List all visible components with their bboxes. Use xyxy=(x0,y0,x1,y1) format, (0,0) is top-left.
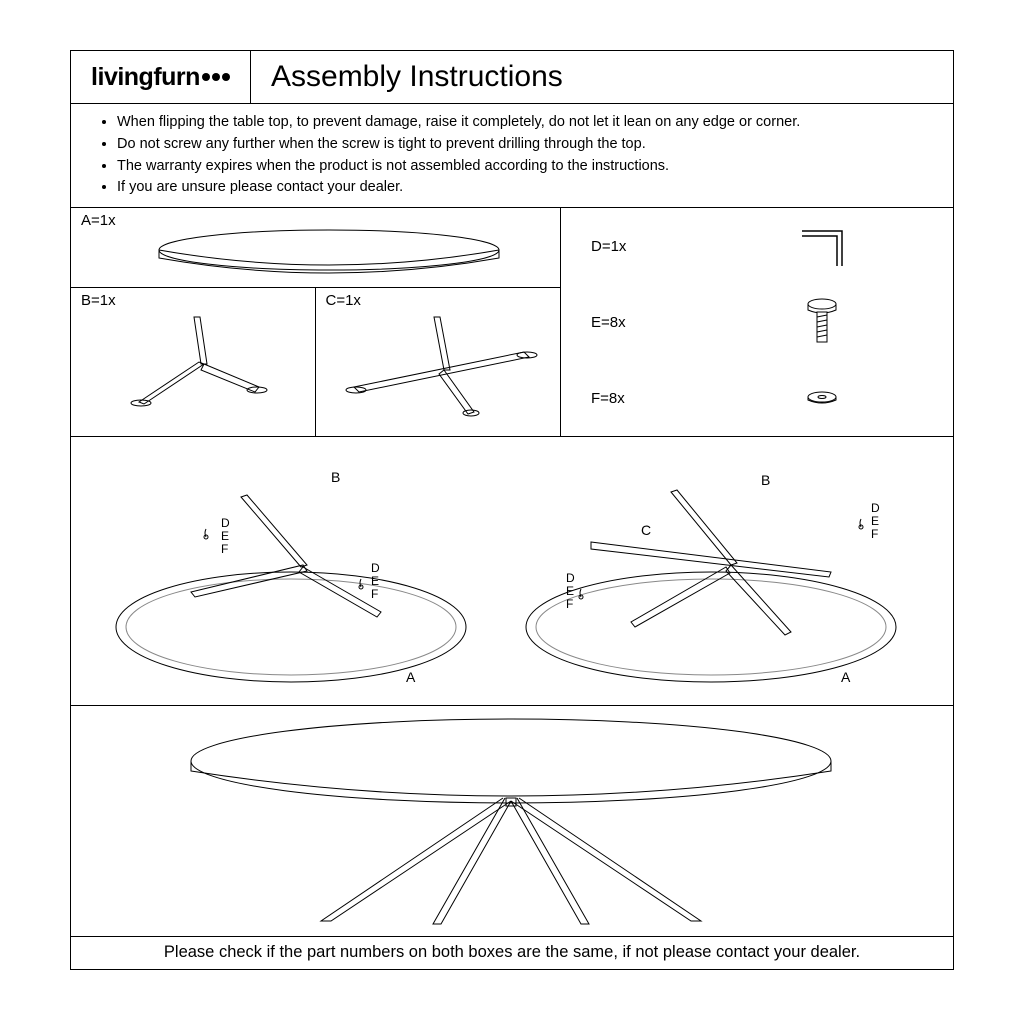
part-e-label: E=8x xyxy=(561,314,691,331)
final-section xyxy=(71,706,953,936)
header-row: livingfurn Assembly Instructions xyxy=(71,51,953,104)
tabletop-icon xyxy=(79,212,549,288)
footer-note: Please check if the part numbers on both… xyxy=(71,936,953,969)
note-item: Do not screw any further when the screw … xyxy=(117,134,933,156)
part-a-label: A=1x xyxy=(81,212,116,229)
part-c-label: C=1x xyxy=(326,292,361,309)
label-e: E xyxy=(566,584,574,598)
label-d: D xyxy=(371,561,380,575)
assembly-section: B D E F D E F A B C xyxy=(71,437,953,706)
assembly-diagram: B D E F D E F A B C xyxy=(71,437,951,705)
note-item: The warranty expires when the product is… xyxy=(117,156,933,178)
leg-c-icon xyxy=(324,292,564,432)
part-f-label: F=8x xyxy=(561,390,691,407)
parts-section: A=1x B=1x xyxy=(71,208,953,437)
brand-logo: livingfurn xyxy=(71,51,251,103)
brand-dots xyxy=(202,73,230,81)
dot-icon xyxy=(212,73,220,81)
dot-icon xyxy=(202,73,210,81)
instruction-sheet: livingfurn Assembly Instructions When fl… xyxy=(70,50,954,970)
label-f: F xyxy=(371,587,378,601)
label-d: D xyxy=(566,571,575,585)
label-e: E xyxy=(221,529,229,543)
parts-right: D=1x E=8x xyxy=(561,208,953,436)
part-b-cell: B=1x xyxy=(71,288,316,436)
label-f: F xyxy=(566,597,573,611)
label-f: F xyxy=(221,542,228,556)
leg-b-icon xyxy=(79,292,309,432)
washer-icon xyxy=(691,383,953,413)
part-b-label: B=1x xyxy=(81,292,116,309)
label-a: A xyxy=(406,669,416,685)
page-title: Assembly Instructions xyxy=(251,51,953,103)
label-c: C xyxy=(641,522,651,538)
final-table-diagram xyxy=(71,706,951,936)
label-e: E xyxy=(871,514,879,528)
label-b: B xyxy=(331,469,340,485)
part-a-cell: A=1x xyxy=(71,208,560,288)
label-d: D xyxy=(871,501,880,515)
notes-section: When flipping the table top, to prevent … xyxy=(71,104,953,208)
note-item: If you are unsure please contact your de… xyxy=(117,177,933,199)
label-e: E xyxy=(371,574,379,588)
label-f: F xyxy=(871,527,878,541)
part-d-label: D=1x xyxy=(561,238,691,255)
parts-left: A=1x B=1x xyxy=(71,208,561,436)
brand-text: livingfurn xyxy=(91,63,200,92)
bolt-icon xyxy=(691,292,953,352)
note-item: When flipping the table top, to prevent … xyxy=(117,112,933,134)
label-d: D xyxy=(221,516,230,530)
label-a: A xyxy=(841,669,851,685)
part-c-cell: C=1x xyxy=(316,288,561,436)
dot-icon xyxy=(222,73,230,81)
label-b: B xyxy=(761,472,770,488)
allen-key-icon xyxy=(691,221,953,271)
parts-bc-row: B=1x C=1x xyxy=(71,288,560,436)
